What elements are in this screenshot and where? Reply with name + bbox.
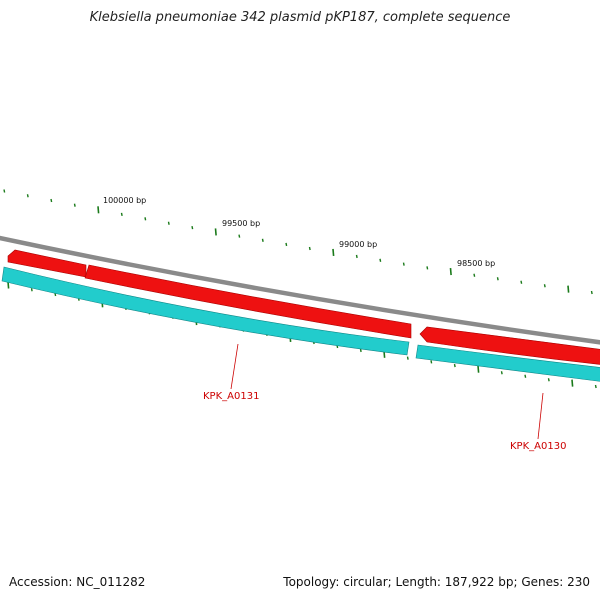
minor-tick <box>379 258 382 262</box>
map-title: Klebsiella pneumoniae 342 plasmid pKP187… <box>89 10 511 25</box>
minor-tick <box>430 360 433 364</box>
minor-tick <box>3 189 6 193</box>
minor-tick <box>355 254 358 259</box>
major-tick <box>449 267 452 276</box>
minor-tick <box>167 221 170 225</box>
minor-tick <box>308 246 311 251</box>
scale-label: 99500 bp <box>222 219 260 228</box>
minor-tick <box>543 284 546 288</box>
gene-label[interactable]: KPK_A0131 <box>203 391 259 402</box>
minor-tick <box>547 378 550 382</box>
major-tick <box>214 228 217 236</box>
minor-tick <box>191 225 194 230</box>
gene-label-leader <box>230 343 239 390</box>
minor-tick <box>73 203 76 207</box>
minor-tick <box>406 356 409 360</box>
minor-tick <box>238 234 241 238</box>
minor-tick <box>144 217 147 221</box>
minor-tick <box>520 280 523 284</box>
major-tick <box>97 206 100 214</box>
minor-tick <box>26 194 29 198</box>
gene-label[interactable]: KPK_A0130 <box>510 441 566 452</box>
minor-tick <box>261 238 264 242</box>
minor-tick <box>120 212 123 216</box>
minor-tick <box>594 384 597 389</box>
minor-tick <box>524 374 527 378</box>
scale-ticks-outer <box>3 189 593 295</box>
minor-tick <box>359 348 362 353</box>
minor-tick <box>30 288 33 292</box>
gene-arrow[interactable] <box>415 344 600 382</box>
major-tick <box>567 285 570 293</box>
major-tick <box>332 248 335 257</box>
scale-label: 100000 bp <box>103 196 146 205</box>
major-tick <box>571 379 574 387</box>
gene-arrow[interactable] <box>419 326 600 365</box>
accession-text: Accession: NC_011282 <box>9 575 146 589</box>
minor-tick <box>453 363 456 368</box>
reverse-feature-track <box>1 266 600 382</box>
sequence-summary: Topology: circular; Length: 187,922 bp; … <box>283 575 590 589</box>
scale-label: 98500 bp <box>457 259 495 268</box>
gene-arrow[interactable] <box>84 264 412 339</box>
minor-tick <box>402 262 405 266</box>
minor-tick <box>500 371 503 375</box>
gene-label-leader <box>537 392 544 440</box>
minor-tick <box>590 290 593 295</box>
scale-label: 99000 bp <box>339 240 377 249</box>
sequence-backbone <box>0 235 600 345</box>
major-tick <box>477 365 480 373</box>
minor-tick <box>50 198 53 203</box>
forward-feature-track <box>7 249 600 365</box>
minor-tick <box>426 266 429 270</box>
minor-tick <box>285 242 288 247</box>
minor-tick <box>473 273 476 277</box>
gene-arrow[interactable] <box>7 249 87 278</box>
minor-tick <box>496 277 499 281</box>
gene-arrow[interactable] <box>1 266 410 356</box>
